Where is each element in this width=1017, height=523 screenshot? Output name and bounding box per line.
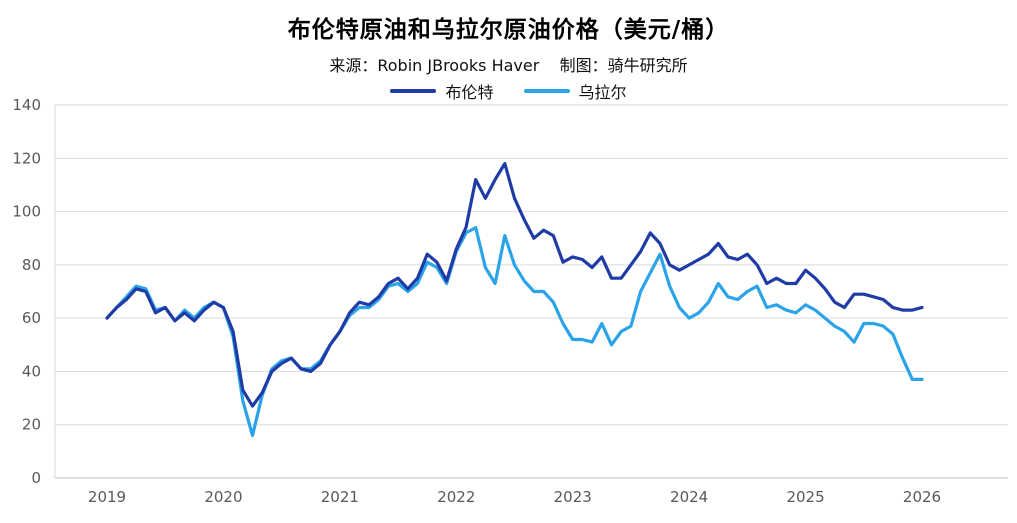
svg-text:2022: 2022	[437, 488, 475, 506]
chart-legend: 布伦特 乌拉尔	[0, 79, 1017, 103]
svg-text:20: 20	[22, 416, 41, 434]
chart-subtitle: 来源：Robin JBrooks Haver 制图：骑牛研究所	[329, 56, 688, 75]
legend-item-brent: 布伦特	[390, 79, 494, 103]
svg-text:2024: 2024	[670, 488, 708, 506]
svg-text:100: 100	[12, 203, 41, 221]
legend-swatch-brent-icon	[390, 89, 437, 93]
chart-title: 布伦特原油和乌拉尔原油价格（美元/桶）	[287, 17, 730, 43]
svg-text:2021: 2021	[321, 488, 359, 506]
svg-text:2020: 2020	[204, 488, 242, 506]
svg-text:60: 60	[22, 309, 41, 327]
svg-text:2026: 2026	[903, 488, 941, 506]
svg-text:120: 120	[12, 149, 41, 167]
svg-text:40: 40	[22, 362, 41, 380]
svg-text:2023: 2023	[554, 488, 592, 506]
legend-item-urals: 乌拉尔	[523, 79, 627, 103]
svg-text:80: 80	[22, 256, 41, 274]
svg-text:2019: 2019	[88, 488, 126, 506]
legend-label-brent: 布伦特	[445, 83, 494, 102]
legend-label-urals: 乌拉尔	[578, 83, 627, 102]
svg-text:2025: 2025	[786, 488, 824, 506]
legend-swatch-urals-icon	[523, 89, 570, 93]
svg-text:140: 140	[12, 96, 41, 114]
svg-text:0: 0	[31, 469, 41, 487]
